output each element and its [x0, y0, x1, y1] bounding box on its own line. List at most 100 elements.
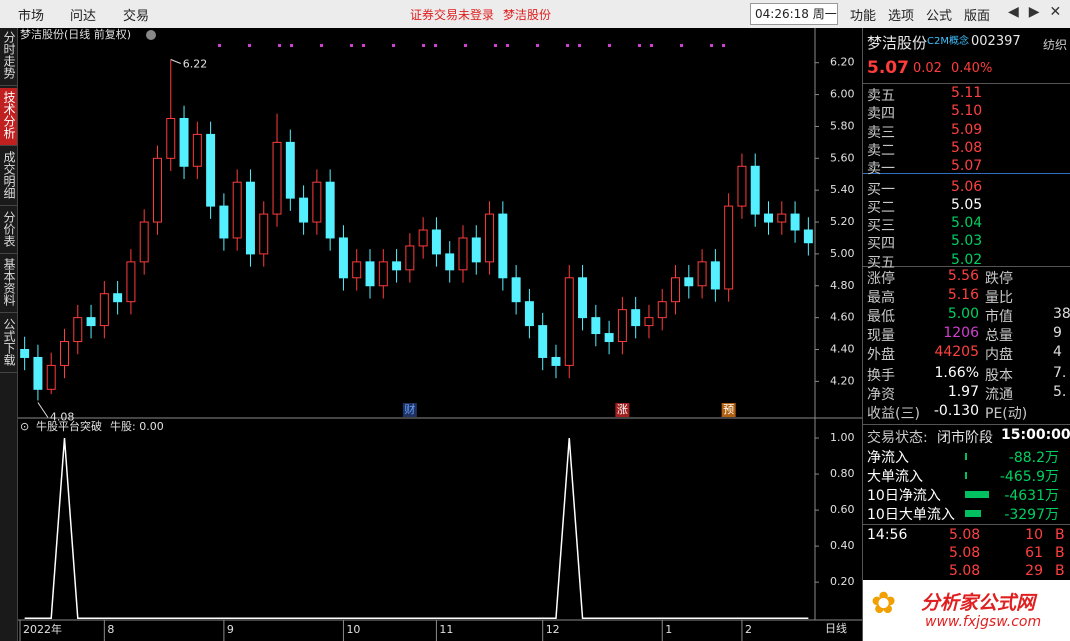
candle-body: [245, 181, 255, 255]
candle-body: [338, 237, 348, 279]
stat-label: 量比: [985, 290, 1013, 306]
menu-item[interactable]: 市场: [18, 9, 45, 24]
stat-label: 现量: [867, 328, 895, 344]
candle-body: [445, 253, 455, 271]
candle-body: [73, 317, 83, 343]
side-tab[interactable]: 技术分析: [0, 88, 17, 146]
divider: [863, 424, 1070, 425]
candle-body: [578, 277, 588, 319]
order-label: 买一: [867, 181, 895, 198]
min-annotation: 4.08: [50, 410, 75, 423]
candle-body: [259, 213, 269, 255]
side-tab[interactable]: 公式下载: [0, 315, 17, 373]
signal-dot: [320, 44, 323, 47]
side-tab-label: 公式下载: [2, 318, 16, 366]
order-label: 买二: [867, 199, 895, 216]
indicator-icon[interactable]: ⊙: [20, 420, 29, 433]
candle-body: [378, 261, 388, 287]
candle-body: [113, 293, 123, 303]
candle-body: [166, 117, 176, 159]
industry: 纺织: [1043, 38, 1068, 52]
order-label: 买三: [867, 218, 895, 235]
menu-item[interactable]: 版面: [964, 9, 991, 24]
flow-label: 净流入: [867, 450, 909, 466]
order-price: 5.11: [951, 85, 983, 101]
order-label: 卖一: [867, 161, 895, 178]
candle-body: [392, 261, 402, 271]
menu-item[interactable]: 选项: [888, 9, 915, 24]
menu-item[interactable]: 公式: [926, 9, 953, 24]
order-label: 买四: [867, 236, 895, 253]
signal-dot: [608, 44, 611, 47]
indicator-legend: 牛股: 0.00: [110, 419, 164, 433]
candle-body: [272, 141, 282, 215]
stat-value: 38: [1053, 306, 1070, 322]
stat-value: 5.00: [947, 306, 979, 322]
stock-link[interactable]: 梦洁股份: [503, 8, 552, 22]
watermark-url: www.fxjgsw.com: [925, 614, 1042, 630]
order-price: 5.05: [951, 196, 983, 213]
trade-time: 14:56: [867, 527, 908, 543]
signal-dot: [290, 44, 293, 47]
candle-body: [20, 348, 30, 358]
signal-dot: [218, 44, 221, 47]
flow-bar: [965, 491, 989, 498]
candle-body: [710, 261, 720, 290]
title-menu[interactable]: [146, 30, 156, 40]
candle-body: [312, 181, 322, 223]
period-label[interactable]: 日线: [825, 621, 847, 635]
candle-body: [724, 205, 734, 290]
candle-body: [86, 317, 96, 327]
stat-value: 1.66%: [934, 365, 979, 381]
stat-value: 5.: [1053, 384, 1067, 400]
y-tick-label: 4.60: [830, 311, 855, 324]
side-tab[interactable]: 分时走势: [0, 28, 17, 86]
signal-dot: [362, 44, 365, 47]
menu-item[interactable]: 交易: [123, 9, 150, 24]
candle-body: [152, 157, 162, 223]
watermark-logo: ✿ 分析家公式网 www.fxjgsw.com: [863, 580, 1070, 641]
order-price: 5.04: [951, 215, 983, 232]
chart: 梦洁股份(日线 前复权) ⊙ 牛股平台突破 牛股: 0.00 日线 4.20 4.…: [18, 28, 862, 641]
stat-label: 内盘: [985, 347, 1013, 363]
trade-side: B: [1055, 527, 1065, 543]
indicator-title: 牛股平台突破: [36, 419, 102, 433]
trade-price: 5.08: [949, 527, 981, 543]
candle-body: [179, 117, 189, 167]
stock-code: 002397: [971, 34, 1021, 49]
candle-body: [737, 165, 747, 207]
candle-body: [285, 141, 295, 199]
signal-dot: [680, 44, 683, 47]
window-controls[interactable]: ◀▶✕: [1008, 4, 1070, 20]
concept-tag[interactable]: C2M概念: [927, 36, 969, 47]
event-marker: 涨: [617, 403, 628, 416]
divider: [863, 173, 1070, 174]
stat-label: 换手: [867, 368, 895, 384]
y-tick-label: 4.80: [830, 279, 855, 292]
candle-body: [631, 309, 641, 327]
signal-dot: [464, 44, 467, 47]
candle-body: [206, 133, 216, 207]
flow-bar: [965, 510, 981, 517]
stat-value: 9: [1053, 325, 1062, 341]
watermark-title: 分析家公式网: [921, 592, 1036, 614]
candle-body: [538, 325, 548, 358]
menu-item[interactable]: 功能: [850, 9, 877, 24]
status: 证券交易未登录: [410, 8, 495, 22]
y-tick-label: 5.00: [830, 247, 855, 260]
candle-body: [33, 356, 43, 390]
side-tab[interactable]: 基本资料: [0, 255, 17, 313]
divider: [863, 266, 1070, 267]
y-tick-label: 5.60: [830, 151, 855, 164]
x-tick-label: 9: [227, 623, 234, 636]
candle-body: [697, 261, 707, 287]
candle-body: [405, 245, 415, 271]
stat-label: PE(动): [985, 406, 1028, 422]
side-tab[interactable]: 成交明细: [0, 148, 17, 206]
event-marker: 财: [404, 402, 415, 416]
stat-label: 最低: [867, 309, 895, 325]
menu-item[interactable]: 问达: [70, 9, 97, 24]
side-tab[interactable]: 分价表: [0, 208, 17, 254]
stat-value: -0.130: [933, 403, 979, 419]
stat-value: 1206: [943, 325, 979, 341]
